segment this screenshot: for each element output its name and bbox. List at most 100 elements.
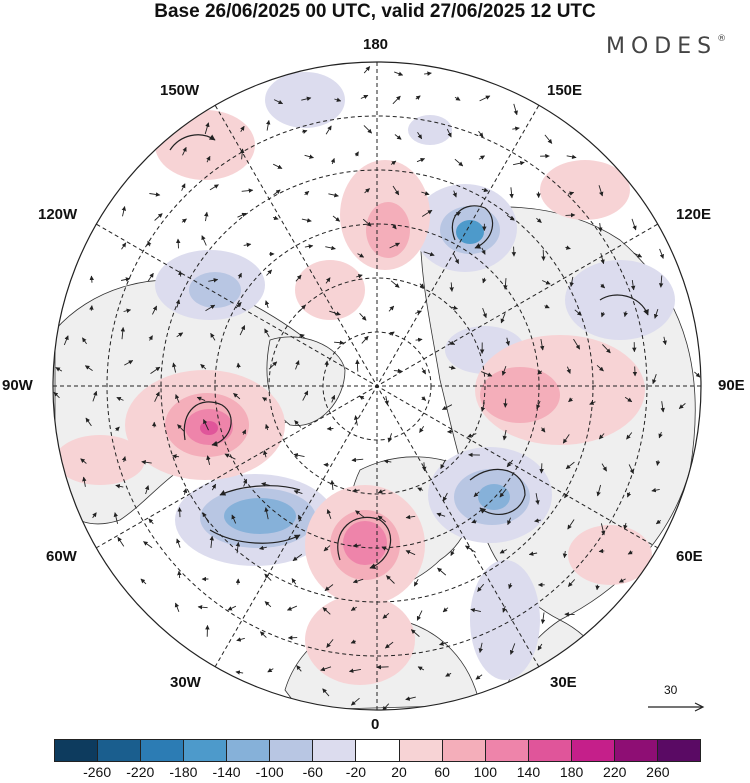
anomaly-neg-east-siberia-max (456, 220, 484, 244)
wind-arrow (598, 433, 605, 440)
anomaly-pos-hudson-bay-max (200, 421, 218, 435)
wind-arrow (350, 697, 360, 706)
wind-arrow (540, 612, 546, 625)
flow-curve (209, 529, 301, 544)
wind-arrow (539, 463, 544, 474)
lon-label-30w: 30W (170, 674, 201, 691)
wind-arrow (301, 218, 312, 223)
wind-arrow (259, 631, 267, 638)
wind-arrow (481, 371, 493, 377)
colorbar-tick-label: -220 (126, 764, 155, 780)
wind-arrow (121, 277, 131, 282)
wind-arrow (389, 242, 401, 249)
wind-arrow (376, 664, 389, 670)
wind-arrow (624, 396, 633, 403)
wind-arrow (293, 489, 303, 495)
wind-arrow (482, 307, 487, 319)
wind-arrow (240, 125, 245, 133)
wind-arrow (116, 396, 124, 402)
wind-arrow (261, 482, 271, 487)
wind-arrow (573, 338, 581, 350)
wind-arrow (537, 369, 543, 375)
wind-arrow (242, 478, 248, 487)
wind-arrow (421, 209, 433, 217)
wind-arrow (467, 433, 477, 438)
wind-arrow (294, 420, 302, 428)
wind-arrow (392, 95, 401, 105)
wind-arrow (241, 188, 254, 193)
wind-arrow (653, 308, 659, 319)
colorbar-swatch (399, 740, 443, 761)
wind-arrow (678, 403, 686, 409)
lon-label-90e: 90E (718, 377, 745, 394)
wind-arrow (143, 541, 153, 549)
wind-arrow (478, 130, 484, 138)
anomaly-pos-gulf-of-mexico (55, 435, 145, 485)
wind-arrow (415, 95, 421, 101)
wind-arrow (436, 512, 446, 517)
map-title: Base 26/06/2025 00 UTC, valid 27/06/2025… (154, 1, 596, 22)
colorbar-tick-label: 60 (434, 764, 450, 780)
wind-arrow (564, 490, 570, 499)
wind-arrow (304, 244, 314, 249)
wind-arrow (382, 703, 390, 710)
wind-arrow (172, 454, 180, 459)
wind-arrow (473, 491, 480, 498)
flow-curve (469, 468, 526, 516)
wind-arrow (301, 96, 312, 101)
wind-arrow (177, 424, 185, 432)
anomaly-neg-north-atlantic-max (224, 498, 296, 534)
wind-arrow (172, 362, 177, 373)
wind-arrow (479, 95, 491, 102)
wind-arrow (273, 99, 284, 105)
wind-arrow (478, 155, 485, 160)
wind-arrow (231, 514, 237, 524)
wind-arrow (175, 394, 180, 403)
colorbar-tick-label: -60 (302, 764, 323, 780)
wind-arrow (124, 360, 134, 366)
wind-arrow (475, 674, 483, 680)
wind-arrow (652, 374, 657, 385)
wind-arrow (210, 332, 216, 341)
wind-arrow (623, 311, 628, 318)
wind-arrow (386, 575, 395, 584)
wind-arrow (536, 217, 542, 223)
wind-arrow (352, 488, 360, 493)
wind-arrow (292, 553, 303, 562)
anomaly-pos-bering-sea-core (366, 202, 410, 258)
lon-label-90w: 90W (2, 377, 33, 394)
lon-label-60e: 60E (676, 548, 703, 565)
wind-arrow (351, 457, 364, 463)
wind-arrow (235, 301, 242, 309)
wind-arrow (114, 426, 120, 432)
wind-arrow (63, 335, 69, 346)
wind-arrow (89, 275, 95, 283)
wind-arrow (507, 517, 512, 526)
wind-arrow (357, 253, 365, 258)
wind-arrow (377, 489, 386, 494)
wind-arrow (206, 455, 211, 466)
wind-arrow (330, 394, 336, 403)
lon-label-30e: 30E (550, 674, 577, 691)
wind-arrow (140, 578, 147, 585)
wind-arrow (197, 604, 208, 610)
wind-arrow (658, 431, 663, 439)
wind-arrow (181, 183, 186, 191)
wind-arrow (356, 274, 363, 279)
wind-arrow (82, 476, 87, 487)
colorbar-swatch (184, 740, 228, 761)
wind-arrow (332, 215, 341, 222)
wind-arrow (322, 688, 330, 697)
wind-arrow (360, 94, 369, 100)
wind-arrow (224, 453, 236, 460)
wind-arrow (354, 151, 359, 157)
wind-arrow (348, 668, 361, 673)
wind-arrow (55, 367, 63, 372)
wind-arrow (567, 579, 576, 587)
wind-arrow (651, 487, 660, 493)
colorbar-swatch (270, 740, 314, 761)
wind-arrow (92, 390, 98, 402)
wind-arrow (626, 432, 633, 440)
wind-arrow (465, 545, 476, 553)
wind-arrow (390, 280, 400, 288)
